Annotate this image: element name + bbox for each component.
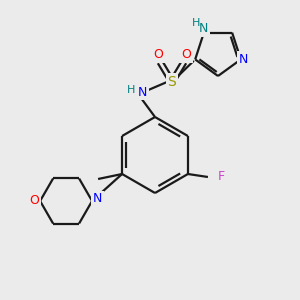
Text: H: H	[127, 85, 135, 95]
Text: N: N	[92, 193, 102, 206]
Text: N: N	[137, 85, 147, 98]
Text: F: F	[217, 170, 224, 184]
Text: H: H	[192, 18, 200, 28]
Text: O: O	[29, 194, 39, 208]
Text: O: O	[181, 49, 191, 62]
Text: O: O	[153, 49, 163, 62]
Text: S: S	[168, 75, 176, 89]
Text: N: N	[239, 53, 248, 66]
Text: N: N	[199, 22, 208, 35]
